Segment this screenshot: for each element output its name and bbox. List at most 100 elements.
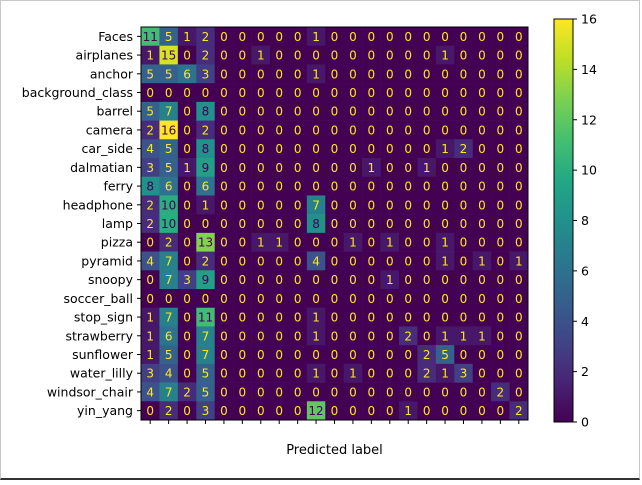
- y-tick-labels: Faces airplanes anchor background_classbarr…: [22, 29, 141, 418]
- heatmap-cell: [177, 27, 197, 47]
- heatmap-cell: [214, 232, 234, 252]
- cell-value-label: 0: [183, 348, 191, 362]
- cell-value-label: 0: [368, 404, 376, 418]
- cell-value-label: 0: [386, 161, 394, 175]
- y-tick-label: camera: [86, 122, 133, 137]
- heatmap-cell: [306, 345, 326, 365]
- cell-value-label: 0: [312, 180, 320, 194]
- cell-value-label: 2: [202, 49, 210, 63]
- heatmap-cell: [270, 401, 289, 421]
- cell-value-label: 0: [478, 142, 486, 156]
- y-tick-label: snoopy: [88, 272, 134, 287]
- heatmap-cell: [270, 176, 289, 196]
- heatmap-cell: [472, 326, 492, 346]
- cell-value-label: 0: [312, 292, 320, 306]
- cell-value-label: 0: [423, 49, 431, 63]
- cell-value-label: 5: [202, 385, 210, 399]
- cell-value-label: 0: [239, 67, 247, 81]
- heatmap-cell: [435, 345, 455, 365]
- heatmap-cell: [251, 251, 271, 271]
- heatmap-cell: [380, 289, 400, 309]
- heatmap-cell: [491, 251, 510, 271]
- heatmap-cell: [251, 176, 271, 196]
- heatmap-cell: [435, 158, 455, 178]
- cell-value-label: 0: [239, 86, 247, 100]
- cell-value-label: 0: [331, 311, 339, 325]
- cell-value-label: 0: [478, 180, 486, 194]
- heatmap-cell: [509, 64, 529, 84]
- heatmap-cell: [159, 176, 179, 196]
- cell-value-label: 0: [478, 348, 486, 362]
- heatmap-cell: [343, 214, 363, 234]
- heatmap-cell: [417, 83, 437, 103]
- heatmap-cell: [491, 64, 510, 84]
- cell-value-label: 0: [515, 67, 523, 81]
- cell-value-label: 0: [239, 329, 247, 343]
- cell-value-label: 0: [460, 385, 468, 399]
- cell-value-label: 0: [368, 123, 376, 137]
- cell-value-label: 0: [331, 123, 339, 137]
- cell-value-label: 6: [165, 329, 173, 343]
- cell-value-label: 0: [275, 30, 283, 44]
- cell-value-label: 7: [312, 198, 320, 212]
- cell-value-label: 0: [257, 105, 265, 119]
- cell-value-label: 0: [497, 198, 505, 212]
- heatmap-cell: [270, 27, 289, 47]
- cell-value-label: 0: [386, 311, 394, 325]
- heatmap-cell: [270, 251, 289, 271]
- heatmap-cell: [325, 27, 345, 47]
- heatmap-cell: [196, 363, 216, 383]
- cell-value-label: 1: [368, 161, 376, 175]
- heatmap-cell: [196, 27, 216, 47]
- cell-value-label: 8: [202, 105, 210, 119]
- cell-value-label: 11: [143, 30, 158, 44]
- cell-value-label: 0: [183, 236, 191, 250]
- heatmap-cell: [196, 139, 216, 159]
- heatmap-cell: [380, 363, 400, 383]
- heatmap-cell: [141, 83, 160, 103]
- cell-value-label: 0: [423, 273, 431, 287]
- heatmap-cell: [251, 64, 271, 84]
- heatmap-cell: [159, 139, 179, 159]
- heatmap-cell: [177, 64, 197, 84]
- cell-value-label: 0: [183, 180, 191, 194]
- cell-value-label: 0: [441, 198, 449, 212]
- heatmap-cell: [288, 120, 308, 140]
- cell-value-label: 13: [198, 236, 213, 250]
- cell-value-label: 7: [202, 348, 210, 362]
- heatmap-cell: [251, 270, 271, 290]
- cell-value-label: 6: [165, 180, 173, 194]
- cell-value-label: 0: [460, 30, 468, 44]
- heatmap-cell: [491, 382, 510, 402]
- heatmap-cell: [306, 214, 326, 234]
- heatmap-cell: [177, 45, 197, 65]
- heatmap-cell: [233, 307, 252, 327]
- cell-value-label: 2: [146, 198, 154, 212]
- cell-value-label: 0: [294, 254, 302, 268]
- heatmap-cell: [177, 101, 197, 121]
- heatmap-cell: [491, 27, 510, 47]
- cell-value-label: 0: [349, 273, 357, 287]
- heatmap-cell: [214, 64, 234, 84]
- heatmap-cell: [177, 382, 197, 402]
- heatmap-cell: [491, 83, 510, 103]
- heatmap-cell: [196, 401, 216, 421]
- heatmap-cell: [362, 326, 381, 346]
- cell-value-label: 0: [441, 67, 449, 81]
- heatmap-cell: [214, 120, 234, 140]
- cell-value-label: 0: [183, 105, 191, 119]
- cell-value-label: 4: [146, 142, 154, 156]
- cell-value-label: 0: [294, 385, 302, 399]
- cell-value-label: 0: [404, 161, 412, 175]
- cell-value-label: 1: [312, 367, 320, 381]
- cell-value-label: 0: [404, 30, 412, 44]
- cell-value-label: 0: [478, 236, 486, 250]
- heatmap-cell: [509, 401, 529, 421]
- cell-value-label: 5: [165, 161, 173, 175]
- heatmap-cell: [141, 289, 160, 309]
- cell-value-label: 0: [515, 348, 523, 362]
- heatmap-cell: [509, 195, 529, 215]
- cell-value-label: 3: [202, 404, 210, 418]
- cell-value-label: 0: [275, 142, 283, 156]
- heatmap-cell: [251, 289, 271, 309]
